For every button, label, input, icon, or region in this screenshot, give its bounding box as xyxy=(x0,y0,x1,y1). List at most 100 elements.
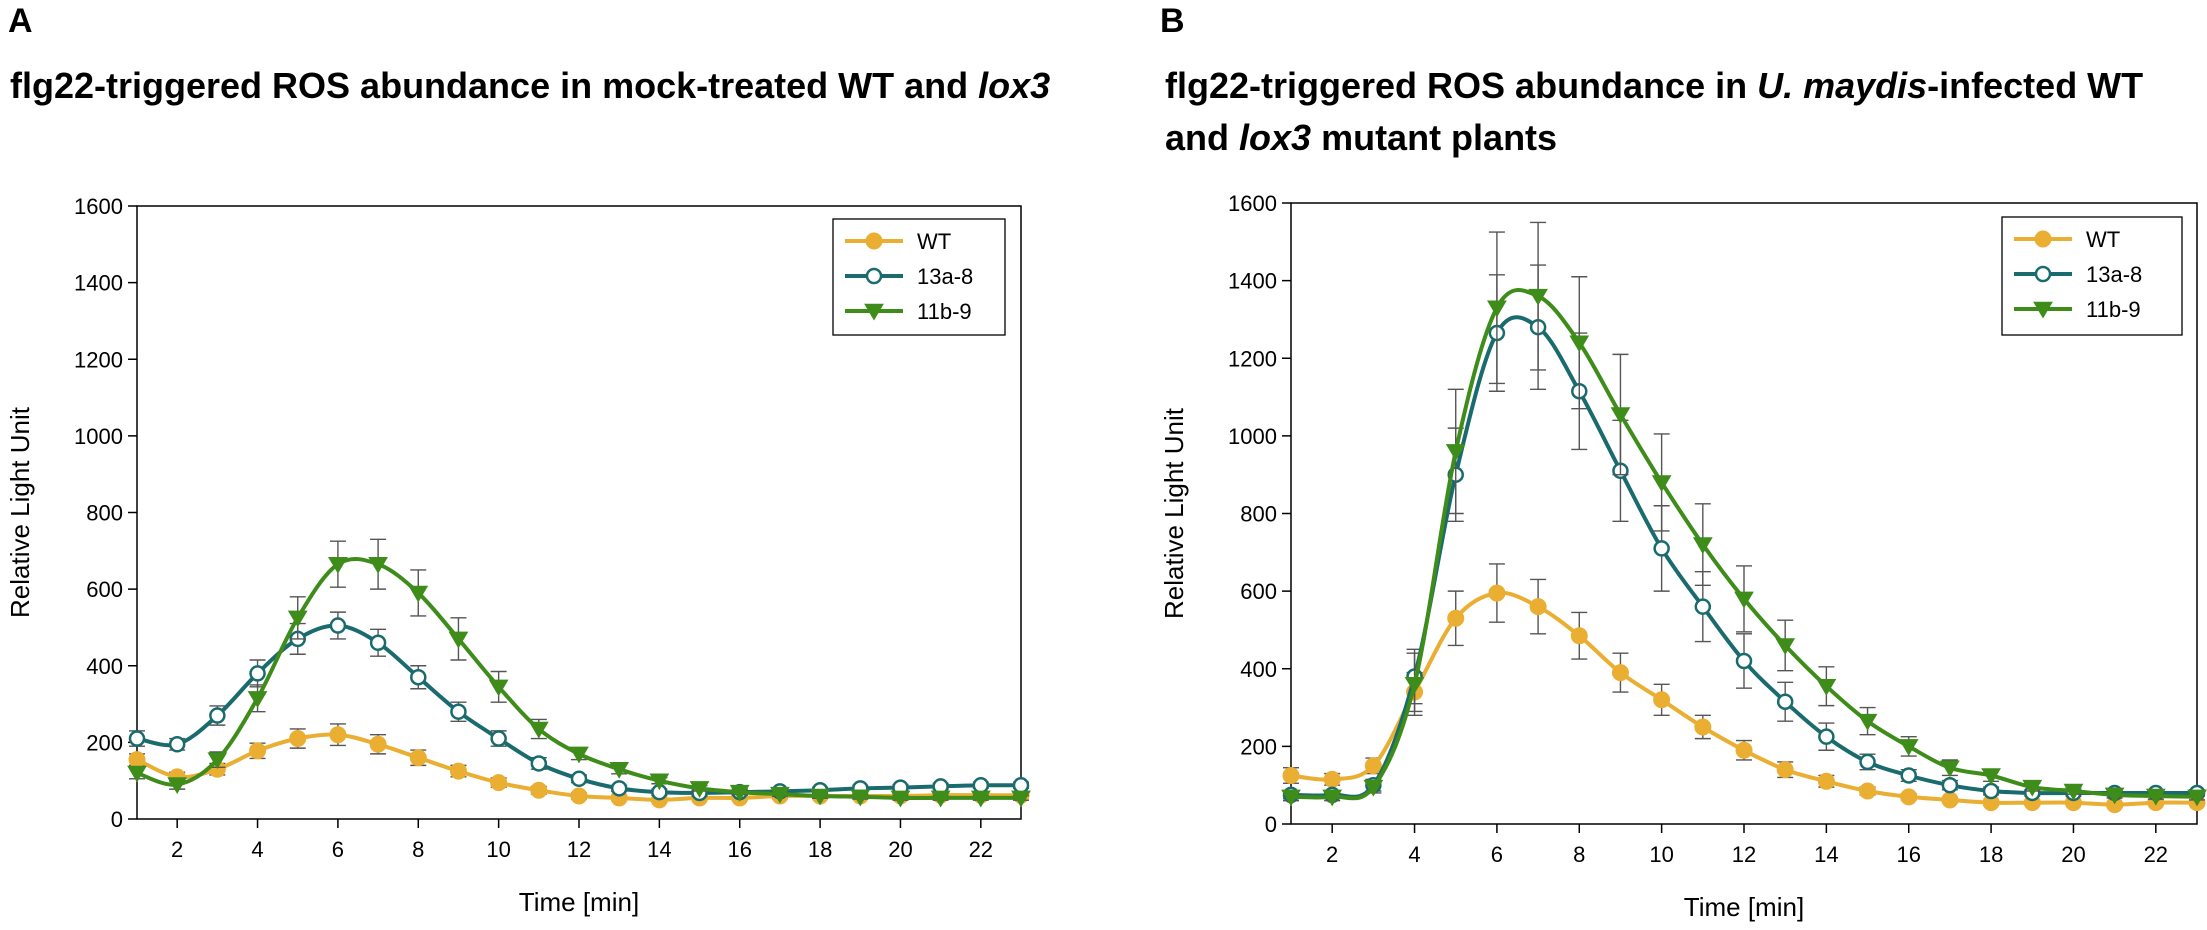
y-tick-label: 800 xyxy=(86,501,123,526)
data-point-11b-9 xyxy=(609,761,630,779)
legend-label: 13a-8 xyxy=(917,264,973,289)
data-point-11b-9 xyxy=(1404,677,1425,694)
data-point-11b-9 xyxy=(1322,789,1343,807)
series-line-11b-9 xyxy=(1290,288,2198,801)
y-tick-label: 0 xyxy=(111,807,123,832)
data-point-wt xyxy=(490,774,508,792)
data-point-13a-8 xyxy=(1653,540,1670,557)
data-point-11b-9 xyxy=(1610,407,1631,425)
y-tick-label: 600 xyxy=(1240,579,1277,604)
data-point-11b-9 xyxy=(930,790,951,808)
data-point-11b-9 xyxy=(770,786,790,804)
data-point-wt xyxy=(1941,791,1959,809)
data-point-13a-8 xyxy=(1982,782,2000,800)
data-point-13a-8 xyxy=(1776,693,1794,710)
y-tick-label: 200 xyxy=(86,730,123,755)
data-point-wt xyxy=(329,726,347,744)
data-point-11b-9 xyxy=(1857,713,1878,731)
data-point-13a-8 xyxy=(1012,777,1030,794)
data-point-13a-8 xyxy=(972,777,990,794)
data-point-wt xyxy=(1735,741,1753,759)
series-11b-9 xyxy=(1281,221,2207,807)
series-11b-9 xyxy=(127,538,1031,808)
data-point-11b-9 xyxy=(1734,591,1754,609)
data-point-wt xyxy=(1776,761,1794,779)
data-point-wt xyxy=(1611,664,1629,682)
panel-a-title-text: flg22-triggered ROS abundance in mock-tr… xyxy=(10,65,979,106)
data-point-11b-9 xyxy=(1363,779,1384,797)
data-point-wt xyxy=(409,749,427,767)
x-tick-label: 8 xyxy=(1573,842,1585,867)
data-point-wt xyxy=(249,742,267,760)
legend-label: WT xyxy=(2086,227,2120,252)
data-point-11b-9 xyxy=(1981,768,2001,786)
data-point-11b-9 xyxy=(408,585,429,603)
data-point-11b-9 xyxy=(689,781,710,798)
data-point-13a-8 xyxy=(209,707,226,724)
data-point-11b-9 xyxy=(569,746,589,764)
data-point-11b-9 xyxy=(1011,790,1031,808)
panel-b-title-line2-italic: lox3 xyxy=(1239,117,1312,158)
series-13a-8 xyxy=(1282,264,2206,804)
data-point-wt xyxy=(1323,770,1341,788)
panel-b-title-pre: flg22-triggered ROS abundance in xyxy=(1165,65,1758,106)
panel-b-title-line2-post: mutant plants xyxy=(1311,117,1558,158)
panel-a-letter: A xyxy=(8,2,33,40)
data-point-wt xyxy=(1859,782,1877,800)
data-point-wt xyxy=(1694,718,1712,736)
x-tick-label: 6 xyxy=(1491,842,1503,867)
data-point-13a-8 xyxy=(1941,776,1959,794)
y-tick-label: 1600 xyxy=(1228,191,1277,216)
x-tick-label: 14 xyxy=(1814,842,1838,867)
x-tick-label: 14 xyxy=(647,837,671,862)
data-point-11b-9 xyxy=(167,777,188,795)
y-tick-label: 800 xyxy=(1240,502,1277,527)
x-tick-label: 12 xyxy=(1732,842,1756,867)
data-point-11b-9 xyxy=(890,790,911,808)
series-line-13a-8 xyxy=(1290,315,2197,799)
data-point-13a-8 xyxy=(168,736,186,753)
data-point-wt xyxy=(1529,598,1547,616)
data-point-11b-9 xyxy=(1816,678,1837,696)
data-point-11b-9 xyxy=(207,752,228,770)
y-tick-label: 1200 xyxy=(1228,346,1277,371)
legend-marker xyxy=(864,303,884,321)
x-tick-label: 20 xyxy=(2061,842,2085,867)
data-point-wt xyxy=(1447,609,1465,627)
x-tick-label: 10 xyxy=(1649,842,1673,867)
data-point-11b-9 xyxy=(2063,783,2084,801)
data-point-13a-8 xyxy=(610,780,628,797)
y-tick-label: 400 xyxy=(86,654,123,679)
data-point-11b-9 xyxy=(368,556,388,574)
data-point-11b-9 xyxy=(528,721,549,739)
data-point-11b-9 xyxy=(970,790,991,808)
legend-marker xyxy=(2034,265,2052,283)
panel-b-title-italic: U. maydis xyxy=(1757,65,1928,106)
data-point-11b-9 xyxy=(2104,787,2125,805)
data-point-13a-8 xyxy=(490,730,507,747)
data-point-11b-9 xyxy=(2145,788,2166,806)
panel-b-title-post: -infected WT xyxy=(1927,65,2144,106)
data-point-11b-9 xyxy=(127,765,147,783)
data-point-wt xyxy=(530,781,548,799)
data-point-11b-9 xyxy=(328,556,348,574)
x-tick-label: 16 xyxy=(727,837,751,862)
data-point-13a-8 xyxy=(329,617,347,634)
x-tick-label: 10 xyxy=(486,837,510,862)
data-point-wt xyxy=(1900,788,1918,806)
legend-label: WT xyxy=(917,229,951,254)
data-point-11b-9 xyxy=(247,691,268,708)
data-point-wt xyxy=(1364,757,1382,775)
x-axis-label: Time [min] xyxy=(519,887,639,917)
x-tick-label: 12 xyxy=(567,837,591,862)
x-tick-label: 4 xyxy=(1408,842,1420,867)
x-tick-label: 16 xyxy=(1896,842,1920,867)
data-point-11b-9 xyxy=(1487,300,1507,318)
data-point-wt xyxy=(128,751,146,769)
y-tick-label: 1000 xyxy=(1228,424,1277,449)
data-point-11b-9 xyxy=(2187,789,2207,807)
y-axis-label: Relative Light Unit xyxy=(1159,407,1189,619)
x-tick-label: 22 xyxy=(2144,842,2168,867)
data-point-wt xyxy=(570,787,588,805)
